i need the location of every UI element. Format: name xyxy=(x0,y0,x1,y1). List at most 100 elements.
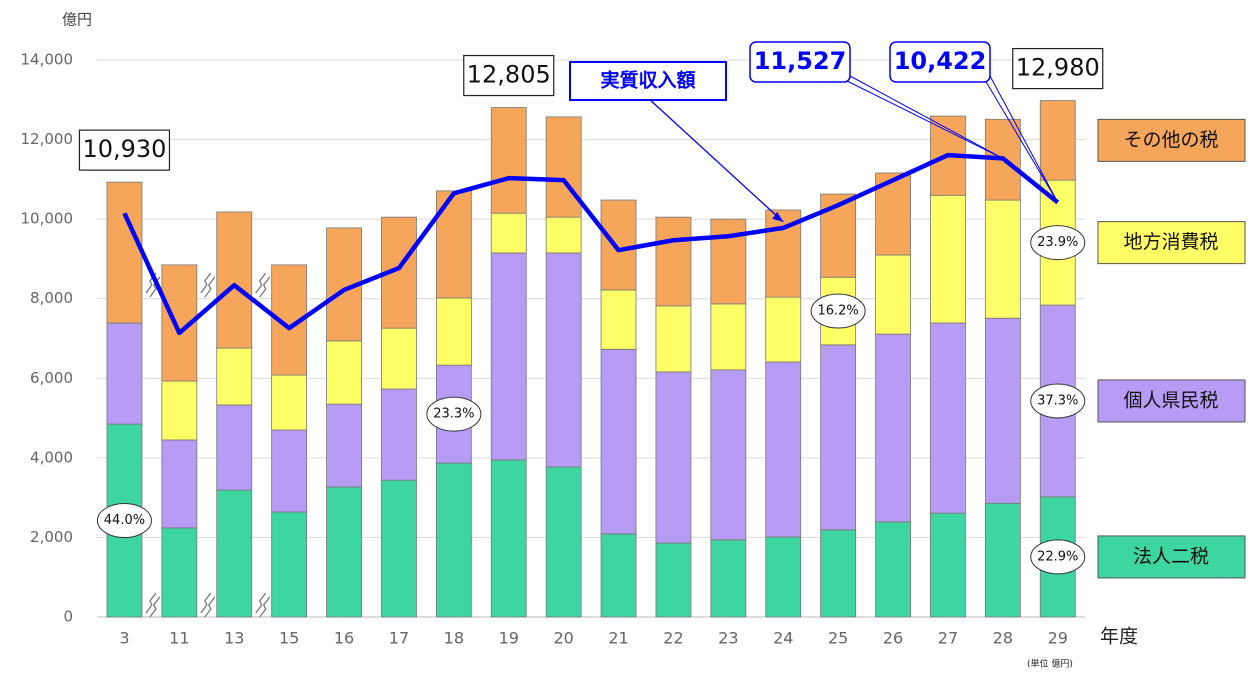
bar-segment xyxy=(984,199,1021,319)
share-label: 23.3% xyxy=(433,407,474,422)
bar-segment xyxy=(710,539,747,618)
bar-segment xyxy=(600,533,637,618)
share-ellipse xyxy=(1030,539,1086,575)
line-value-box xyxy=(749,41,851,83)
bar-segment xyxy=(1039,100,1076,181)
bar-segment xyxy=(875,521,911,618)
x-tick-label: 13 xyxy=(224,629,244,648)
bar-segment xyxy=(271,511,308,618)
x-tick-label: 27 xyxy=(938,629,958,648)
bar-segment xyxy=(271,374,308,431)
y-tick-label: 2,000 xyxy=(30,528,73,546)
line-name-box xyxy=(569,61,727,101)
bar-segment xyxy=(271,429,308,513)
bar-segment xyxy=(106,181,143,324)
bar-segment xyxy=(600,289,637,350)
bar-segment xyxy=(545,116,582,218)
bar-segment xyxy=(326,486,362,618)
bar-segment xyxy=(820,529,857,618)
x-tick-label: 28 xyxy=(993,629,1013,648)
legend-label: 個人県民税 xyxy=(1123,389,1218,411)
bar-segment xyxy=(326,340,362,405)
share-label: 16.2% xyxy=(817,304,858,319)
total-box xyxy=(78,129,171,171)
bar-segment xyxy=(600,199,637,291)
x-tick-label: 16 xyxy=(334,629,354,648)
bar-segment xyxy=(381,327,417,390)
y-unit: 億円 xyxy=(62,11,92,29)
pointer xyxy=(844,79,1004,159)
bar-segment xyxy=(875,333,911,523)
bar-segment xyxy=(381,388,417,481)
bar-segment xyxy=(490,107,527,214)
total-label: 12,805 xyxy=(467,61,551,89)
y-tick-label: 12,000 xyxy=(21,130,74,148)
bar-segment xyxy=(710,218,747,305)
bar-segment xyxy=(545,466,582,618)
bar-segment xyxy=(381,479,417,618)
x-axis-label: 年度 xyxy=(1100,626,1138,648)
bar-segment xyxy=(655,216,692,307)
bar-segment xyxy=(875,254,911,335)
bar-segment xyxy=(545,216,582,254)
bar-segment xyxy=(984,317,1021,504)
bar-segment xyxy=(161,527,198,618)
line-value-box xyxy=(889,41,991,83)
bar-segment xyxy=(490,212,527,254)
share-ellipse xyxy=(426,396,482,432)
line-name: 実質収入額 xyxy=(600,69,695,92)
x-tick-label: 18 xyxy=(444,629,464,648)
x-tick-label: 19 xyxy=(499,629,519,648)
line xyxy=(122,152,1060,336)
x-tick-label: 24 xyxy=(773,629,793,648)
axis-break xyxy=(255,272,271,298)
bar-segment xyxy=(435,190,472,299)
x-tick-label: 29 xyxy=(1048,629,1068,648)
legend-swatch xyxy=(1097,535,1246,579)
bar-segment xyxy=(930,512,966,618)
bar-segment xyxy=(710,303,747,371)
x-tick-label: 15 xyxy=(279,629,299,648)
pointer xyxy=(989,75,1059,203)
total-box xyxy=(463,54,555,97)
pointer xyxy=(849,75,1004,159)
y-tick-label: 8,000 xyxy=(30,289,73,307)
bar-segment xyxy=(765,361,802,538)
legend-swatch xyxy=(1097,118,1246,162)
bar-segment xyxy=(655,542,692,618)
y-tick-label: 0 xyxy=(63,608,73,626)
y-tick-label: 14,000 xyxy=(21,51,74,69)
total-label: 10,930 xyxy=(82,135,166,163)
bar-segment xyxy=(930,194,966,324)
x-tick-label: 26 xyxy=(883,629,903,648)
axis-break xyxy=(200,272,216,298)
legend-swatch xyxy=(1097,221,1246,265)
share-label: 37.3% xyxy=(1037,393,1078,408)
bar-segment xyxy=(545,252,582,468)
bar-segment xyxy=(984,502,1021,618)
bar-segment xyxy=(765,296,802,363)
bar-segment xyxy=(326,403,362,488)
legend-label: 法人二税 xyxy=(1133,545,1209,567)
line-value-label: 11,527 xyxy=(754,47,847,75)
y-tick-label: 10,000 xyxy=(21,210,74,228)
x-tick-label: 3 xyxy=(119,629,129,648)
bar-segment xyxy=(490,459,527,618)
bar-segment xyxy=(655,305,692,373)
arrowhead xyxy=(772,211,784,222)
x-tick-label: 21 xyxy=(608,629,628,648)
bar-segment xyxy=(820,344,857,531)
share-ellipse xyxy=(810,293,866,329)
axis-break xyxy=(255,592,271,618)
x-tick-label: 23 xyxy=(718,629,738,648)
axis-break xyxy=(200,592,216,618)
share-ellipse xyxy=(1030,383,1086,419)
bar-segment xyxy=(216,347,253,406)
bar-segment xyxy=(930,322,966,514)
unit-note: (単位 億円) xyxy=(1027,658,1073,670)
total-label: 12,980 xyxy=(1016,54,1100,82)
line-value-label: 10,422 xyxy=(894,47,987,75)
bar-segment xyxy=(106,322,143,425)
x-tick-label: 11 xyxy=(169,629,189,648)
